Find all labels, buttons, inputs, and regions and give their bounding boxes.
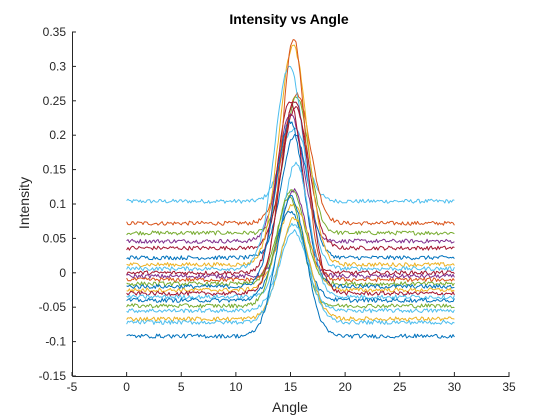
x-tick-label: 0 bbox=[123, 380, 130, 394]
series-line-9 bbox=[126, 101, 455, 276]
series-line-13 bbox=[126, 119, 455, 290]
series-line-8 bbox=[126, 65, 455, 272]
series-line-6 bbox=[126, 134, 455, 261]
y-tick-label: 0.1 bbox=[49, 197, 66, 211]
y-tick-label: 0 bbox=[59, 266, 66, 280]
series-line-5 bbox=[126, 106, 455, 251]
x-tick-label: -5 bbox=[67, 380, 78, 394]
y-tick-label: -0.15 bbox=[39, 369, 67, 383]
series-line-22 bbox=[126, 194, 455, 339]
chart-title: Intensity vs Angle bbox=[229, 11, 349, 27]
series-line-7 bbox=[126, 44, 455, 268]
y-tick-label: 0.25 bbox=[43, 94, 67, 108]
y-tick-label: 0.05 bbox=[43, 231, 67, 245]
series-line-1 bbox=[126, 127, 455, 204]
x-tick-label: 30 bbox=[448, 380, 462, 394]
y-tick-label: -0.05 bbox=[39, 300, 67, 314]
series-line-21 bbox=[126, 229, 455, 325]
x-axis-title: Angle bbox=[272, 399, 308, 415]
y-axis-title: Intensity bbox=[16, 177, 32, 229]
series-line-11 bbox=[126, 39, 455, 283]
x-tick-label: 20 bbox=[338, 380, 352, 394]
series-line-15 bbox=[126, 101, 455, 296]
x-tick-label: 10 bbox=[229, 380, 243, 394]
x-tick-label: 15 bbox=[284, 380, 298, 394]
series-line-16 bbox=[126, 161, 455, 300]
y-tick-label: 0.35 bbox=[43, 25, 67, 39]
series-line-19 bbox=[126, 222, 455, 314]
series-layer bbox=[126, 39, 455, 339]
x-axis-ticks: -5 0 5 10 15 20 25 30 35 bbox=[67, 372, 516, 394]
series-line-17 bbox=[126, 210, 455, 303]
y-tick-label: 0.3 bbox=[49, 59, 66, 73]
series-line-10 bbox=[126, 188, 455, 279]
series-line-4 bbox=[126, 113, 455, 244]
series-line-20 bbox=[126, 217, 455, 322]
x-tick-label: 25 bbox=[393, 380, 407, 394]
y-tick-label: -0.1 bbox=[45, 335, 66, 349]
y-tick-label: 0.2 bbox=[49, 128, 66, 142]
y-axis-ticks: -0.15 -0.1 -0.05 0 0.05 0.1 0.15 0.2 0.25 0.3 0.35 bbox=[39, 25, 76, 383]
y-tick-label: 0.15 bbox=[43, 163, 67, 177]
series-line-18 bbox=[126, 194, 455, 309]
x-tick-label: 5 bbox=[178, 380, 185, 394]
x-tick-label: 35 bbox=[502, 380, 516, 394]
